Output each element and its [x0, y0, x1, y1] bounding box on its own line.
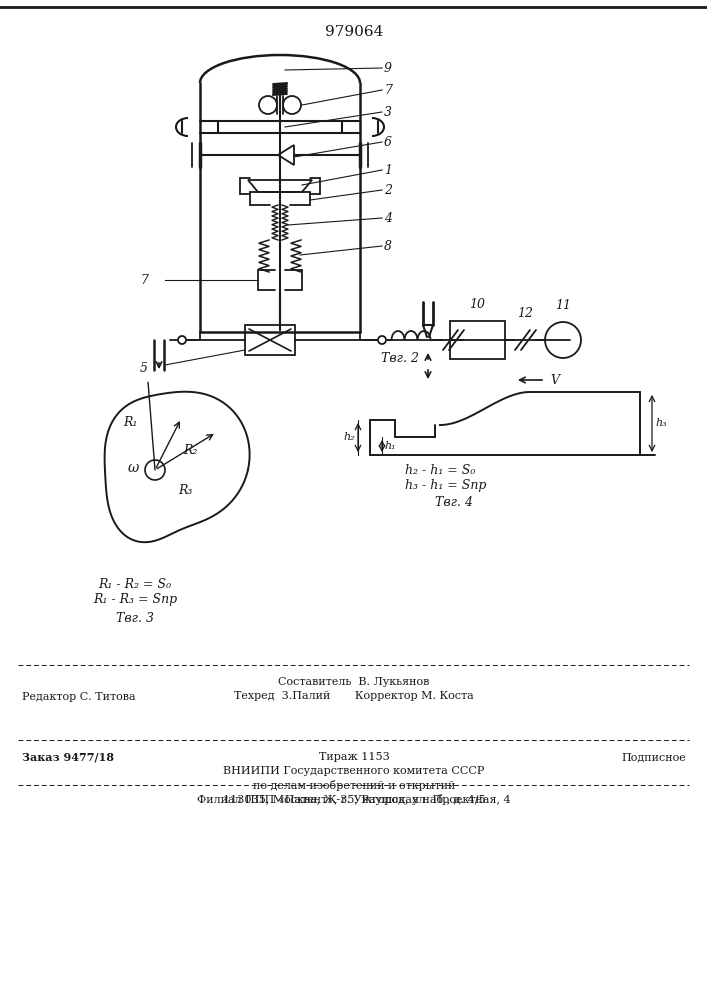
Text: R₁: R₁ — [123, 416, 137, 428]
Text: 11: 11 — [555, 299, 571, 312]
Text: 10: 10 — [469, 298, 485, 311]
Text: Редактор С. Титова: Редактор С. Титова — [22, 692, 136, 702]
Text: 979064: 979064 — [325, 25, 383, 39]
Text: 4: 4 — [384, 212, 392, 225]
Text: по делам изобретений и открытий: по делам изобретений и открытий — [253, 780, 455, 791]
Text: h₂: h₂ — [344, 432, 355, 442]
Text: Τвг. 3: Τвг. 3 — [116, 611, 154, 624]
Text: 2: 2 — [384, 184, 392, 196]
Circle shape — [545, 322, 581, 358]
Text: Подписное: Подписное — [621, 752, 686, 762]
Circle shape — [178, 336, 186, 344]
Text: 113035, Москва, Ж-35, Раушская наб., д. 4/5: 113035, Москва, Ж-35, Раушская наб., д. … — [223, 794, 485, 805]
Text: h₂ - h₁ = S₀: h₂ - h₁ = S₀ — [405, 464, 475, 478]
Text: V: V — [550, 373, 559, 386]
Text: 5: 5 — [140, 361, 148, 374]
Text: R₂: R₂ — [183, 444, 197, 456]
Circle shape — [145, 460, 165, 480]
Bar — [245, 325, 295, 355]
Text: Техред  3.Палий       Корректор М. Коста: Техред 3.Палий Корректор М. Коста — [234, 691, 474, 701]
Text: 8: 8 — [384, 239, 392, 252]
Polygon shape — [278, 145, 294, 165]
Text: 7: 7 — [140, 273, 148, 286]
Text: h₃: h₃ — [655, 418, 667, 428]
Text: Тираж 1153: Тираж 1153 — [319, 752, 390, 762]
Text: R₁ - R₂ = S₀: R₁ - R₂ = S₀ — [98, 578, 172, 591]
Text: 12: 12 — [517, 307, 533, 320]
Text: Заказ 9477/18: Заказ 9477/18 — [22, 752, 114, 763]
Text: 7: 7 — [384, 84, 392, 97]
Text: 6: 6 — [384, 135, 392, 148]
Text: Τвг. 4: Τвг. 4 — [435, 496, 473, 510]
Text: 3: 3 — [384, 105, 392, 118]
Text: Филиал ППП «Патент», г. Ужгород, ул. Проектная, 4: Филиал ППП «Патент», г. Ужгород, ул. Про… — [197, 795, 511, 805]
Polygon shape — [248, 180, 312, 192]
Text: R₃: R₃ — [178, 484, 192, 496]
Text: R₁ - R₃ = Sпр: R₁ - R₃ = Sпр — [93, 593, 177, 606]
Text: Τвг. 2: Τвг. 2 — [381, 352, 419, 365]
Text: 9: 9 — [384, 62, 392, 75]
Circle shape — [378, 336, 386, 344]
Text: Составитель  В. Лукьянов: Составитель В. Лукьянов — [279, 677, 430, 687]
Text: h₁: h₁ — [384, 441, 396, 451]
Bar — [450, 321, 505, 359]
Text: 1: 1 — [384, 163, 392, 176]
Text: ω: ω — [127, 461, 139, 475]
Text: h₃ - h₁ = Sпр: h₃ - h₁ = Sпр — [405, 479, 486, 491]
Text: ВНИИПИ Государственного комитета СССР: ВНИИПИ Государственного комитета СССР — [223, 766, 485, 776]
